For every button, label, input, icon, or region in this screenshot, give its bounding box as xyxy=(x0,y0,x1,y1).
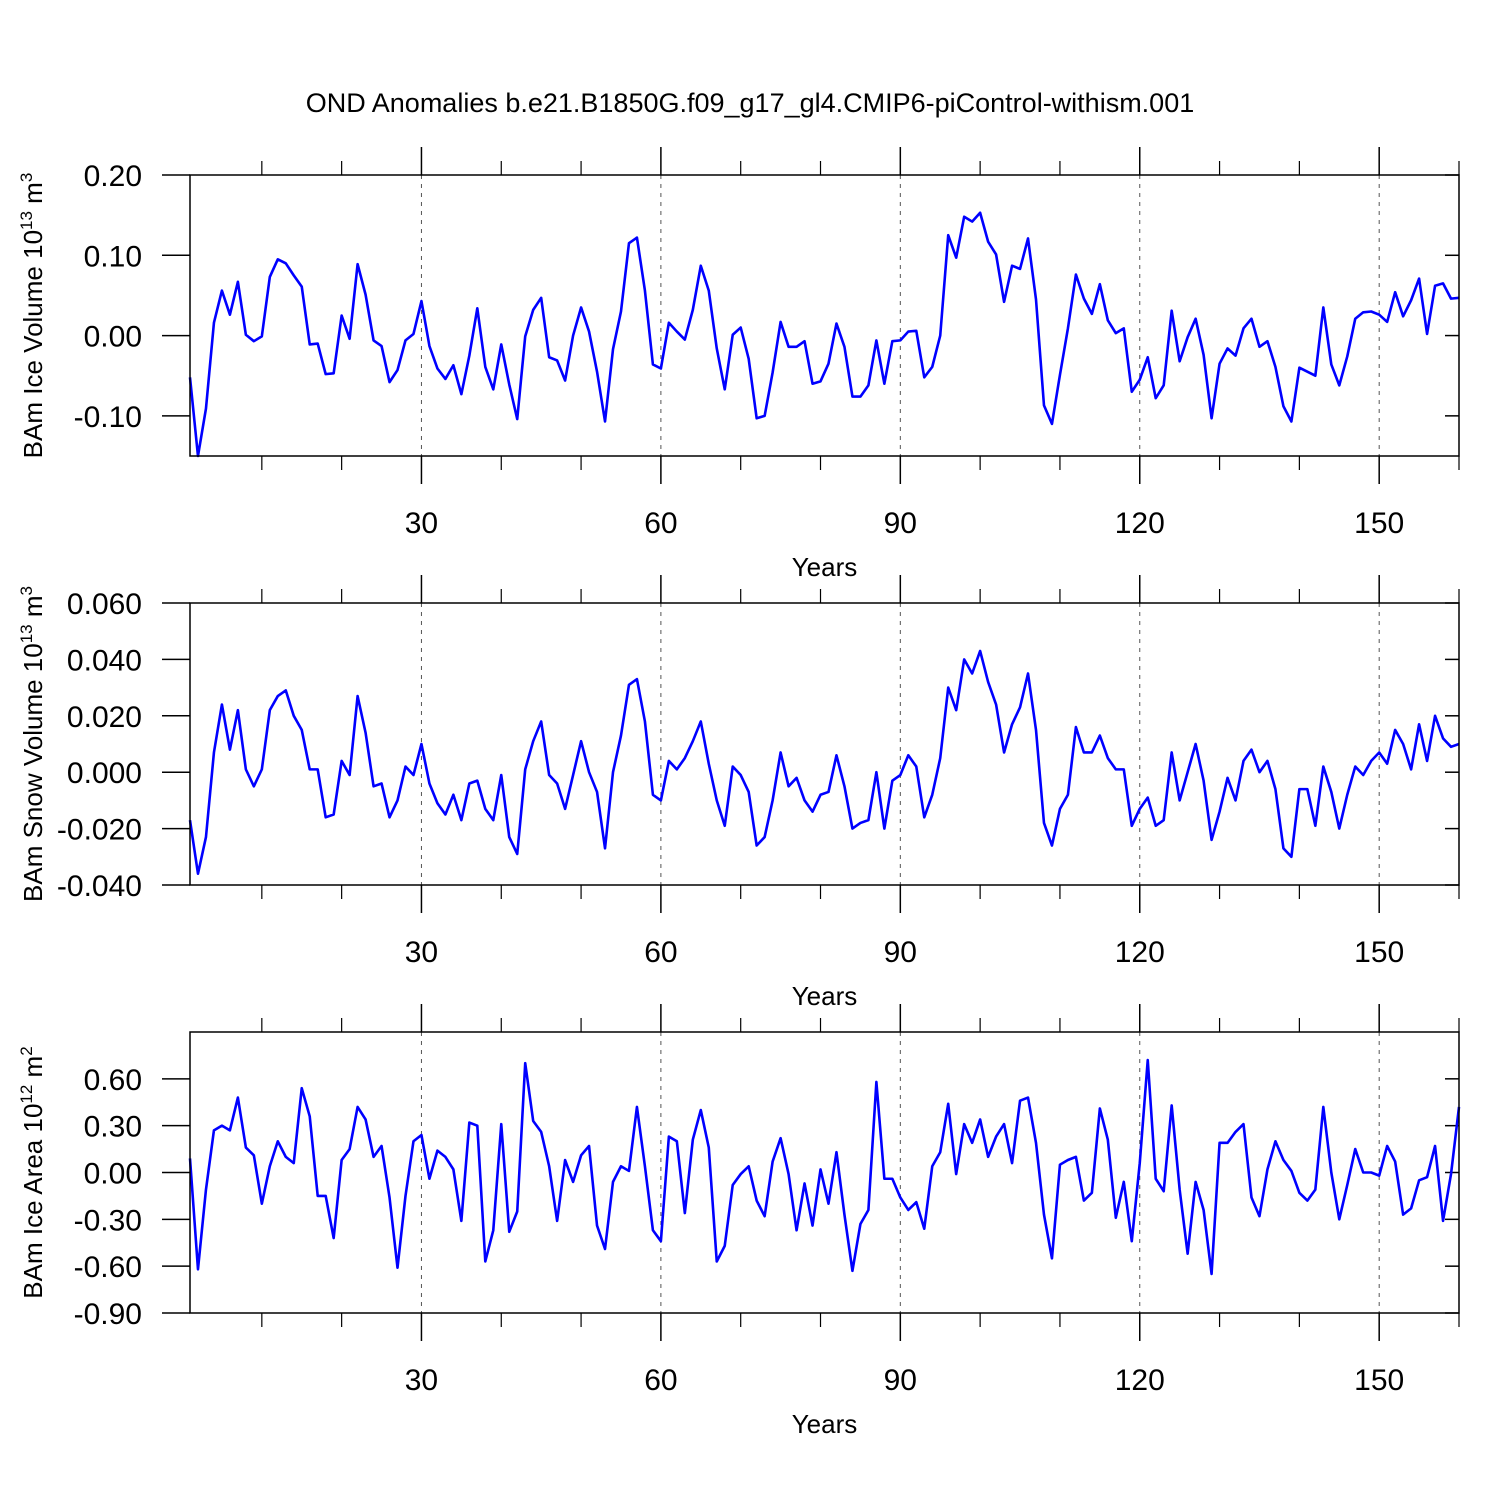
y-tick-label: -0.30 xyxy=(74,1204,142,1237)
data-line xyxy=(188,1058,1461,1276)
y-tick-label: 0.10 xyxy=(84,240,142,273)
x-tick-label: 30 xyxy=(405,936,438,969)
data-line xyxy=(188,649,1460,876)
x-axis-label: Years xyxy=(792,981,858,1011)
y-label-text: BAm Ice Area 10 xyxy=(18,1104,48,1299)
plot-frame xyxy=(189,1031,1460,1314)
plot-frame xyxy=(189,174,1460,457)
x-tick-label: 120 xyxy=(1115,936,1165,969)
y-label-unit-exp: 3 xyxy=(17,586,36,595)
y-tick-label: 0.60 xyxy=(84,1064,142,1097)
y-tick-label: -0.10 xyxy=(74,401,142,434)
x-tick-label: 60 xyxy=(644,507,677,540)
y-tick-label: 0.30 xyxy=(84,1111,142,1144)
y-tick-label: 0.00 xyxy=(84,1158,142,1191)
x-tick-label: 60 xyxy=(644,1364,677,1397)
x-tick-label: 150 xyxy=(1354,1364,1404,1397)
x-tick-label: 30 xyxy=(405,507,438,540)
y-label-exp: 12 xyxy=(17,1085,36,1104)
y-label-unit: m xyxy=(18,1056,48,1085)
y-tick-label: -0.60 xyxy=(74,1251,142,1284)
y-label-unit-exp: 3 xyxy=(17,173,36,182)
y-tick-label: 0.040 xyxy=(67,644,142,677)
y-label-unit: m xyxy=(18,182,48,211)
x-axis-label: Years xyxy=(792,552,858,582)
x-tick-label: 120 xyxy=(1115,1364,1165,1397)
x-tick-label: 30 xyxy=(405,1364,438,1397)
plot-frame xyxy=(189,602,1460,886)
x-tick-label: 90 xyxy=(884,1364,917,1397)
chart-title: OND Anomalies b.e21.B1850G.f09_g17_gl4.C… xyxy=(306,88,1194,118)
y-axis-label: BAm Ice Volume 1013 m3 xyxy=(17,173,48,459)
y-label-unit-exp: 2 xyxy=(17,1046,36,1055)
y-axis-label: BAm Ice Area 1012 m2 xyxy=(17,1046,48,1298)
y-tick-label: 0.060 xyxy=(67,588,142,621)
x-tick-label: 150 xyxy=(1354,507,1404,540)
y-label-exp: 13 xyxy=(17,211,36,230)
y-axis-label: BAm Snow Volume 1013 m3 xyxy=(17,586,48,902)
y-label-unit: m xyxy=(18,595,48,624)
x-tick-label: 60 xyxy=(644,936,677,969)
x-tick-label: 90 xyxy=(884,507,917,540)
x-tick-label: 120 xyxy=(1115,507,1165,540)
y-tick-label: -0.040 xyxy=(57,870,142,903)
y-tick-label: 0.000 xyxy=(67,757,142,790)
y-label-text: BAm Ice Volume 10 xyxy=(18,230,48,458)
data-line xyxy=(188,211,1460,458)
x-tick-label: 90 xyxy=(884,936,917,969)
y-tick-label: -0.90 xyxy=(74,1298,142,1331)
y-label-exp: 13 xyxy=(17,624,36,643)
y-tick-label: 0.20 xyxy=(84,160,142,193)
x-tick-label: 150 xyxy=(1354,936,1404,969)
y-tick-label: 0.020 xyxy=(67,701,142,734)
y-tick-label: 0.00 xyxy=(84,321,142,354)
y-label-text: BAm Snow Volume 10 xyxy=(18,643,48,902)
x-axis-label: Years xyxy=(792,1409,858,1439)
y-tick-label: -0.020 xyxy=(57,814,142,847)
